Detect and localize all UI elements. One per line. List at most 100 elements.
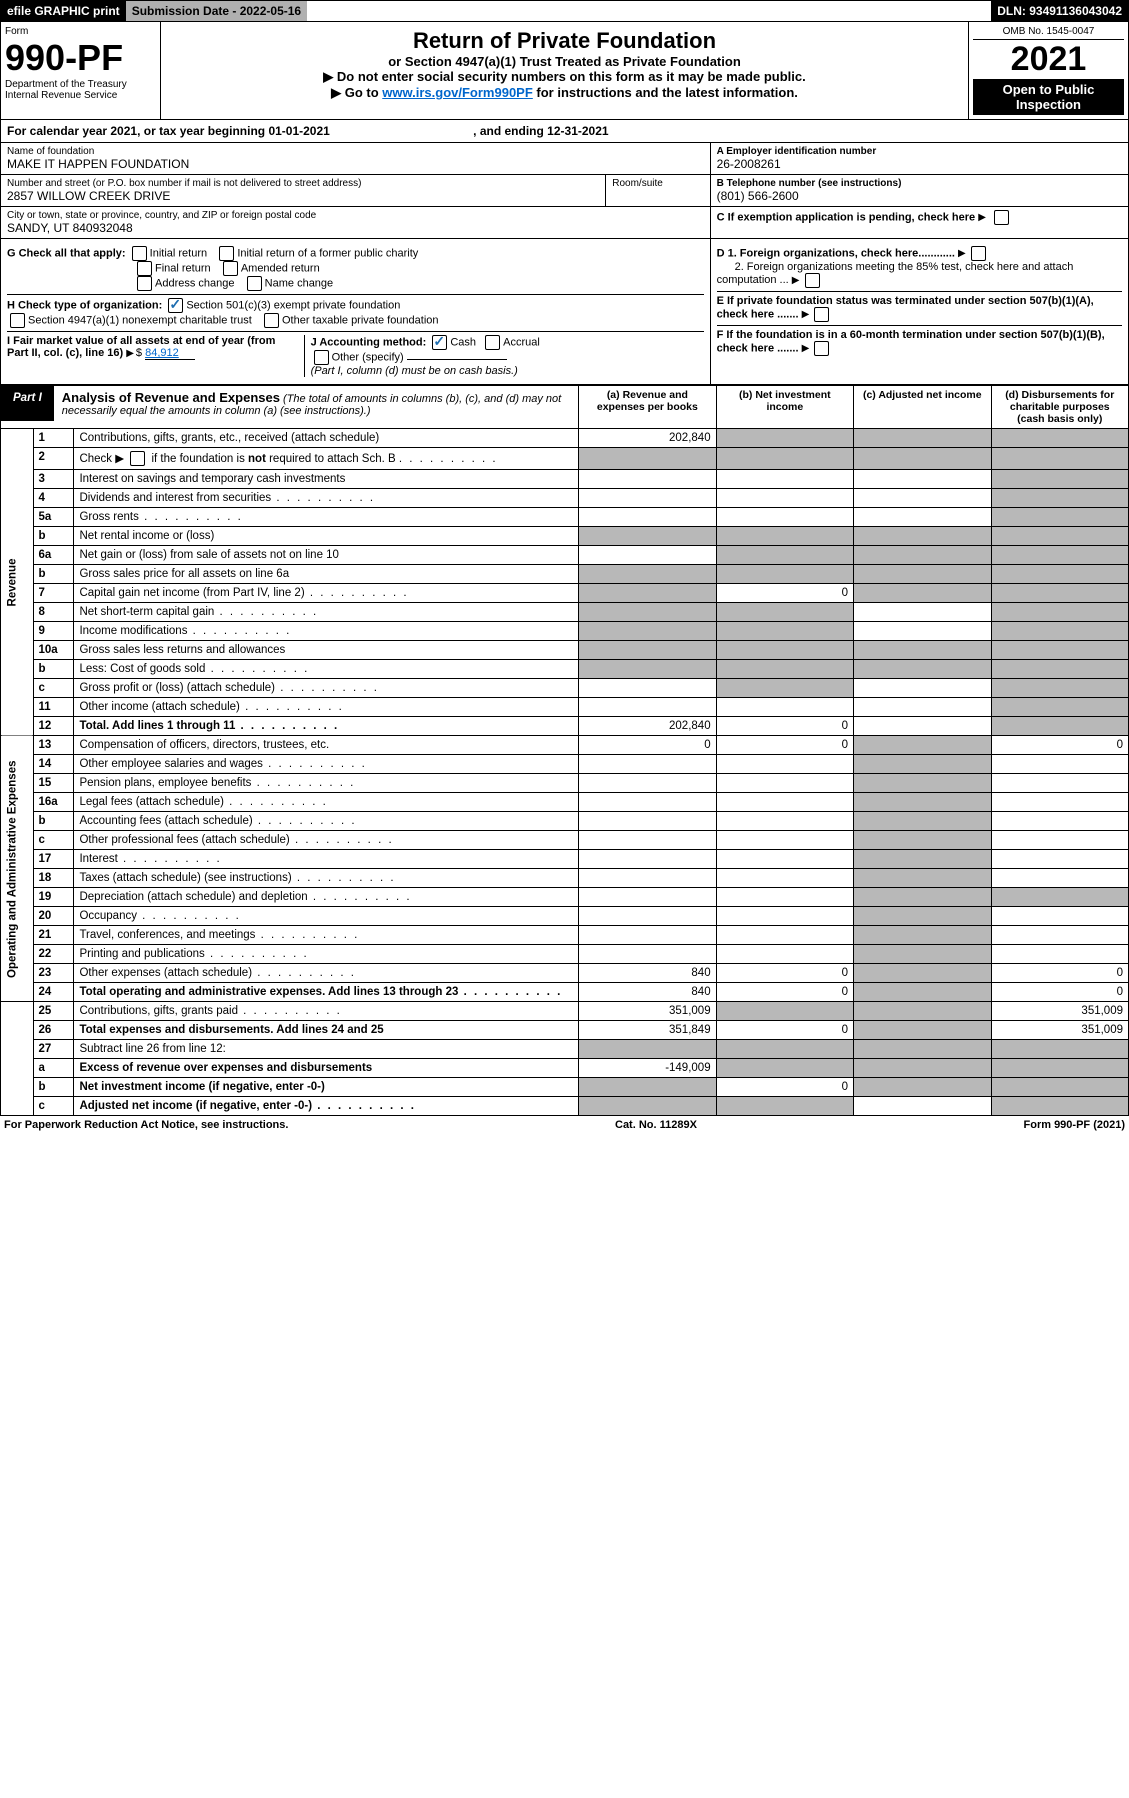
table-row: bNet investment income (if negative, ent… [1, 1078, 1129, 1097]
dept-2: Internal Revenue Service [5, 90, 156, 101]
header-center: Return of Private Foundation or Section … [161, 22, 968, 119]
footer-right: Form 990-PF (2021) [1024, 1119, 1126, 1131]
table-row: 12Total. Add lines 1 through 11202,8400 [1, 717, 1129, 736]
dept-1: Department of the Treasury [5, 79, 156, 90]
arrow-icon [978, 211, 988, 223]
check-section: G Check all that apply: Initial return I… [0, 239, 1129, 385]
table-row: Revenue 1 Contributions, gifts, grants, … [1, 429, 1129, 448]
table-row: bAccounting fees (attach schedule) [1, 812, 1129, 831]
table-row: 11Other income (attach schedule) [1, 698, 1129, 717]
table-row: 25Contributions, gifts, grants paid351,0… [1, 1002, 1129, 1021]
f-row: F If the foundation is in a 60-month ter… [717, 326, 1122, 359]
table-row: 18Taxes (attach schedule) (see instructi… [1, 869, 1129, 888]
checkbox-d1[interactable] [971, 246, 986, 261]
checkbox-final[interactable] [137, 261, 152, 276]
checkbox-other-taxable[interactable] [264, 313, 279, 328]
open-public: Open to Public Inspection [973, 79, 1124, 115]
check-left: G Check all that apply: Initial return I… [1, 239, 711, 384]
table-row: cOther professional fees (attach schedul… [1, 831, 1129, 850]
table-row: 17Interest [1, 850, 1129, 869]
table-row: 10aGross sales less returns and allowanc… [1, 641, 1129, 660]
form-number: 990-PF [5, 37, 156, 79]
expenses-vertical-label: Operating and Administrative Expenses [1, 736, 34, 1002]
omb-no: OMB No. 1545-0047 [973, 26, 1124, 40]
ein-value: 26-2008261 [717, 157, 1122, 171]
table-row: 8Net short-term capital gain [1, 603, 1129, 622]
note-2: ▶ Go to www.irs.gov/Form990PF for instru… [167, 85, 962, 101]
ij-row: I Fair market value of all assets at end… [7, 332, 704, 380]
checkbox-initial[interactable] [132, 246, 147, 261]
c-cell: C If exemption application is pending, c… [711, 207, 1128, 239]
table-row: 3Interest on savings and temporary cash … [1, 470, 1129, 489]
g-row: G Check all that apply: Initial return I… [7, 243, 704, 295]
revenue-vertical-label: Revenue [1, 429, 34, 736]
checkbox-d2[interactable] [805, 273, 820, 288]
footer-mid: Cat. No. 11289X [615, 1119, 697, 1131]
table-row: 26Total expenses and disbursements. Add … [1, 1021, 1129, 1040]
table-row: 2 Check ▶ if the foundation is not requi… [1, 448, 1129, 470]
table-row: 9Income modifications [1, 622, 1129, 641]
checkbox-f[interactable] [814, 341, 829, 356]
arrow-icon [126, 347, 136, 359]
ein-cell: A Employer identification number 26-2008… [711, 143, 1128, 175]
checkbox-schb[interactable] [130, 451, 145, 466]
d-row: D 1. Foreign organizations, check here..… [717, 243, 1122, 292]
table-row: 16aLegal fees (attach schedule) [1, 793, 1129, 812]
table-row: 6aNet gain or (loss) from sale of assets… [1, 546, 1129, 565]
col-b-head: (b) Net investment income [716, 386, 853, 429]
check-right: D 1. Foreign organizations, check here..… [711, 239, 1128, 384]
table-row: cGross profit or (loss) (attach schedule… [1, 679, 1129, 698]
table-row: 27Subtract line 26 from line 12: [1, 1040, 1129, 1059]
checkbox-501c3[interactable] [168, 298, 183, 313]
arrow-icon [958, 247, 968, 259]
checkbox-name-change[interactable] [247, 276, 262, 291]
tax-year: 2021 [973, 40, 1124, 79]
city-value: SANDY, UT 840932048 [7, 221, 704, 235]
col-d-head: (d) Disbursements for charitable purpose… [991, 386, 1129, 429]
table-row: bGross sales price for all assets on lin… [1, 565, 1129, 584]
j-cell: J Accounting method: Cash Accrual Other … [305, 335, 540, 377]
page-footer: For Paperwork Reduction Act Notice, see … [0, 1116, 1129, 1134]
efile-label[interactable]: efile GRAPHIC print [1, 1, 126, 21]
part-desc: Analysis of Revenue and Expenses (The to… [54, 386, 578, 421]
table-row: 23Other expenses (attach schedule)84000 [1, 964, 1129, 983]
checkbox-address[interactable] [137, 276, 152, 291]
phone-cell: B Telephone number (see instructions) (8… [711, 175, 1128, 207]
fmv-value[interactable]: 84,912 [145, 347, 195, 360]
table-row: 19Depreciation (attach schedule) and dep… [1, 888, 1129, 907]
table-row: cAdjusted net income (if negative, enter… [1, 1097, 1129, 1116]
table-row: 24Total operating and administrative exp… [1, 983, 1129, 1002]
checkbox-cash[interactable] [432, 335, 447, 350]
checkbox-c[interactable] [994, 210, 1009, 225]
dln-label: DLN: 93491136043042 [991, 1, 1128, 21]
room-cell: Room/suite [606, 175, 710, 207]
table-row: 21Travel, conferences, and meetings [1, 926, 1129, 945]
arrow-icon [802, 308, 812, 320]
checkbox-accrual[interactable] [485, 335, 500, 350]
table-row: bNet rental income or (loss) [1, 527, 1129, 546]
table-row: Operating and Administrative Expenses 13… [1, 736, 1129, 755]
checkbox-other-method[interactable] [314, 350, 329, 365]
phone-value: (801) 566-2600 [717, 189, 1122, 203]
e-row: E If private foundation status was termi… [717, 292, 1122, 326]
street-cell: Number and street (or P.O. box number if… [1, 175, 606, 207]
city-cell: City or town, state or province, country… [1, 207, 711, 239]
table-row: 15Pension plans, employee benefits [1, 774, 1129, 793]
checkbox-initial-former[interactable] [219, 246, 234, 261]
table-row: bLess: Cost of goods sold [1, 660, 1129, 679]
note-1: ▶ Do not enter social security numbers o… [167, 69, 962, 85]
i-cell: I Fair market value of all assets at end… [7, 335, 305, 377]
street-value: 2857 WILLOW CREEK DRIVE [7, 189, 599, 203]
col-c-head: (c) Adjusted net income [854, 386, 991, 429]
checkbox-4947[interactable] [10, 313, 25, 328]
header-right: OMB No. 1545-0047 2021 Open to Public In… [968, 22, 1128, 119]
part1-header-row: Part I Analysis of Revenue and Expenses … [1, 386, 1129, 429]
part-label: Part I [1, 386, 54, 421]
h-row: H Check type of organization: Section 50… [7, 295, 704, 332]
entity-info: Name of foundation MAKE IT HAPPEN FOUNDA… [0, 143, 1129, 239]
checkbox-amended[interactable] [223, 261, 238, 276]
col-a-head: (a) Revenue and expenses per books [579, 386, 716, 429]
table-row: 5aGross rents [1, 508, 1129, 527]
checkbox-e[interactable] [814, 307, 829, 322]
irs-link[interactable]: www.irs.gov/Form990PF [382, 85, 533, 100]
